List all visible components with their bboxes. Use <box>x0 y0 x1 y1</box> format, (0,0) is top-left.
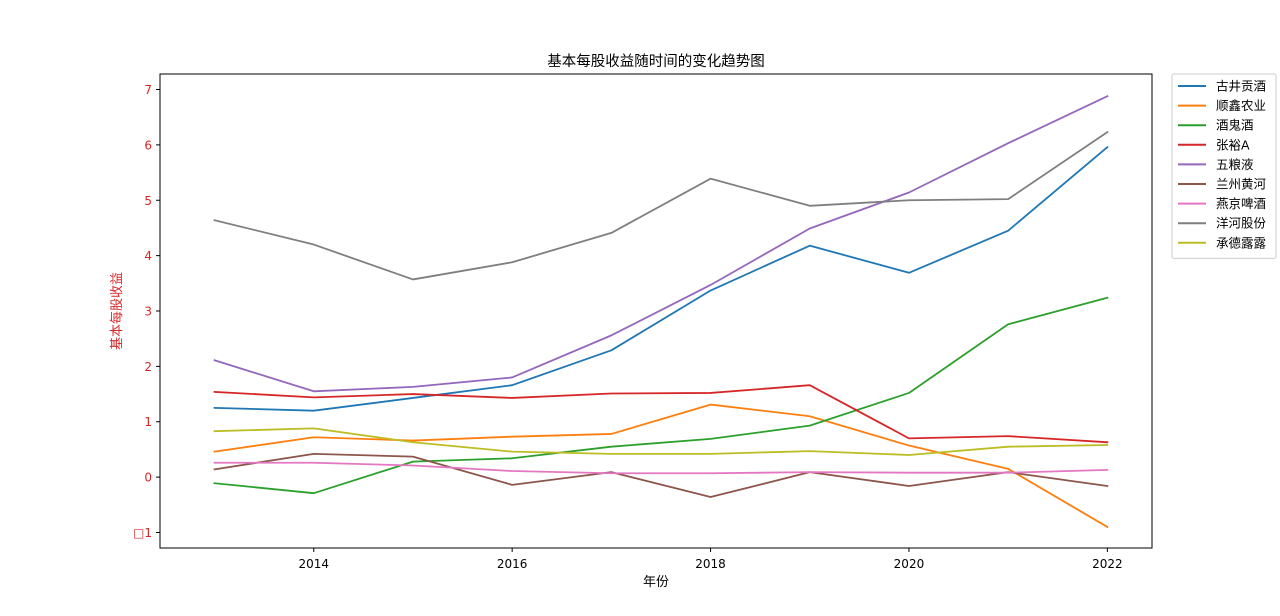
y-axis-label: 基本每股收益 <box>109 272 125 350</box>
y-tick-label: □1 <box>133 526 152 540</box>
y-tick-label: 7 <box>144 83 152 97</box>
legend-label: 兰州黄河 <box>1216 177 1267 192</box>
series-line-2 <box>213 403 1109 529</box>
legend-label: 燕京啤酒 <box>1216 196 1266 211</box>
series-line-6 <box>213 452 1109 498</box>
x-tick-label: 2022 <box>1092 557 1123 571</box>
legend-label: 酒鬼酒 <box>1216 118 1254 133</box>
y-tick-label: 5 <box>144 194 152 208</box>
series-line-8 <box>213 130 1109 281</box>
plot-area: 2014 2016 2018 2020 2022 □1 0 1 2 3 4 5 6 7 <box>133 73 1153 571</box>
x-tick-label: 2020 <box>894 557 925 571</box>
y-tick-label: 6 <box>144 138 152 152</box>
series-line-5 <box>213 94 1109 393</box>
legend-label: 顺鑫农业 <box>1216 98 1266 113</box>
chart-title: 基本每股收益随时间的变化趋势图 <box>547 53 765 70</box>
y-tick-label: 4 <box>144 249 152 263</box>
y-tick-label: 0 <box>144 471 152 485</box>
x-tick-label: 2014 <box>298 557 329 571</box>
series-line-3 <box>213 296 1109 495</box>
series-line-7 <box>213 461 1109 475</box>
series-line-9 <box>213 427 1109 456</box>
legend-label: 洋河股份 <box>1216 216 1267 231</box>
legend-label: 古井贡酒 <box>1216 79 1266 94</box>
series-line-1 <box>213 145 1109 412</box>
series-line-4 <box>213 384 1109 444</box>
x-tick-label: 2018 <box>695 557 726 571</box>
x-axis-label: 年份 <box>643 575 669 590</box>
y-tick-label: 1 <box>144 415 152 429</box>
legend-label: 五粮液 <box>1216 157 1254 172</box>
y-tick-label: 3 <box>144 305 152 319</box>
legend-label: 张裕A <box>1216 137 1250 152</box>
x-tick-label: 2016 <box>497 557 528 571</box>
legend-frame <box>1171 73 1277 259</box>
y-tick-label: 2 <box>144 360 152 374</box>
legend-label: 承德露露 <box>1216 235 1267 250</box>
